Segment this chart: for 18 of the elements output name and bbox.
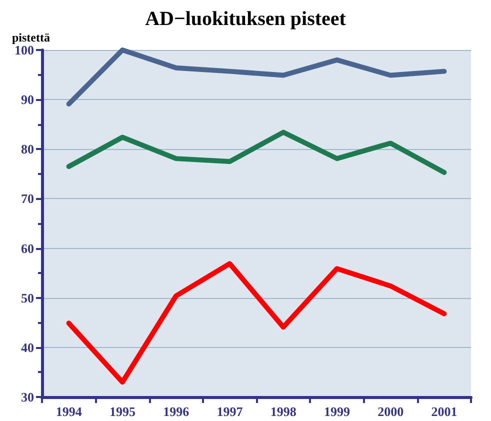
- x-tick-label: 1994: [56, 404, 82, 419]
- y-axis-title: pistettä: [12, 30, 50, 45]
- y-tick-label: 40: [21, 340, 34, 355]
- x-tick-label: 1998: [270, 404, 297, 419]
- y-tick-label: 100: [14, 42, 34, 58]
- y-tick-label: 90: [21, 92, 34, 108]
- y-tick-label: 30: [21, 390, 34, 404]
- x-tick-label: 1997: [216, 404, 244, 419]
- y-tick-label: 70: [21, 191, 34, 206]
- x-tick-label: 1999: [324, 404, 350, 419]
- y-tick-label: 60: [21, 240, 34, 256]
- x-tick-label: 2000: [378, 404, 404, 419]
- x-tick-label: 2001: [431, 404, 458, 419]
- y-tick-label: 80: [21, 142, 34, 157]
- x-tick-label: 1996: [163, 404, 190, 419]
- y-tick-label: 50: [21, 290, 34, 306]
- x-tick-label: 1995: [109, 404, 136, 419]
- chart-title: AD−luokituksen pisteet: [145, 8, 346, 30]
